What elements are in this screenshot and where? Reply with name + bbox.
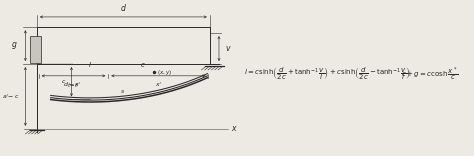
- Text: $s$: $s$: [119, 88, 125, 95]
- Text: $v$: $v$: [225, 44, 231, 53]
- Text: $x'$: $x'$: [155, 80, 163, 89]
- Text: $l$: $l$: [88, 60, 92, 69]
- Text: $a'\!-c$: $a'\!-c$: [2, 92, 20, 101]
- Text: $c$: $c$: [61, 78, 66, 85]
- Text: $l = c\sinh\!\left(\dfrac{d}{2c}+\tanh^{-1}\dfrac{v}{l}\right)+ c\sinh\!\left(\d: $l = c\sinh\!\left(\dfrac{d}{2c}+\tanh^{…: [244, 66, 411, 82]
- Text: $c$: $c$: [140, 61, 146, 69]
- Text: $g$: $g$: [10, 40, 17, 51]
- Text: $d$: $d$: [120, 2, 127, 12]
- Text: $c + g = c\cosh\dfrac{x^*}{c}$: $c + g = c\cosh\dfrac{x^*}{c}$: [401, 66, 459, 83]
- Bar: [30, 36, 41, 63]
- Text: $t\!-\!t'$: $t\!-\!t'$: [67, 82, 80, 90]
- Text: $d-x'$: $d-x'$: [63, 80, 82, 89]
- Text: $x$: $x$: [230, 124, 237, 133]
- Text: $(x,y)$: $(x,y)$: [157, 68, 172, 77]
